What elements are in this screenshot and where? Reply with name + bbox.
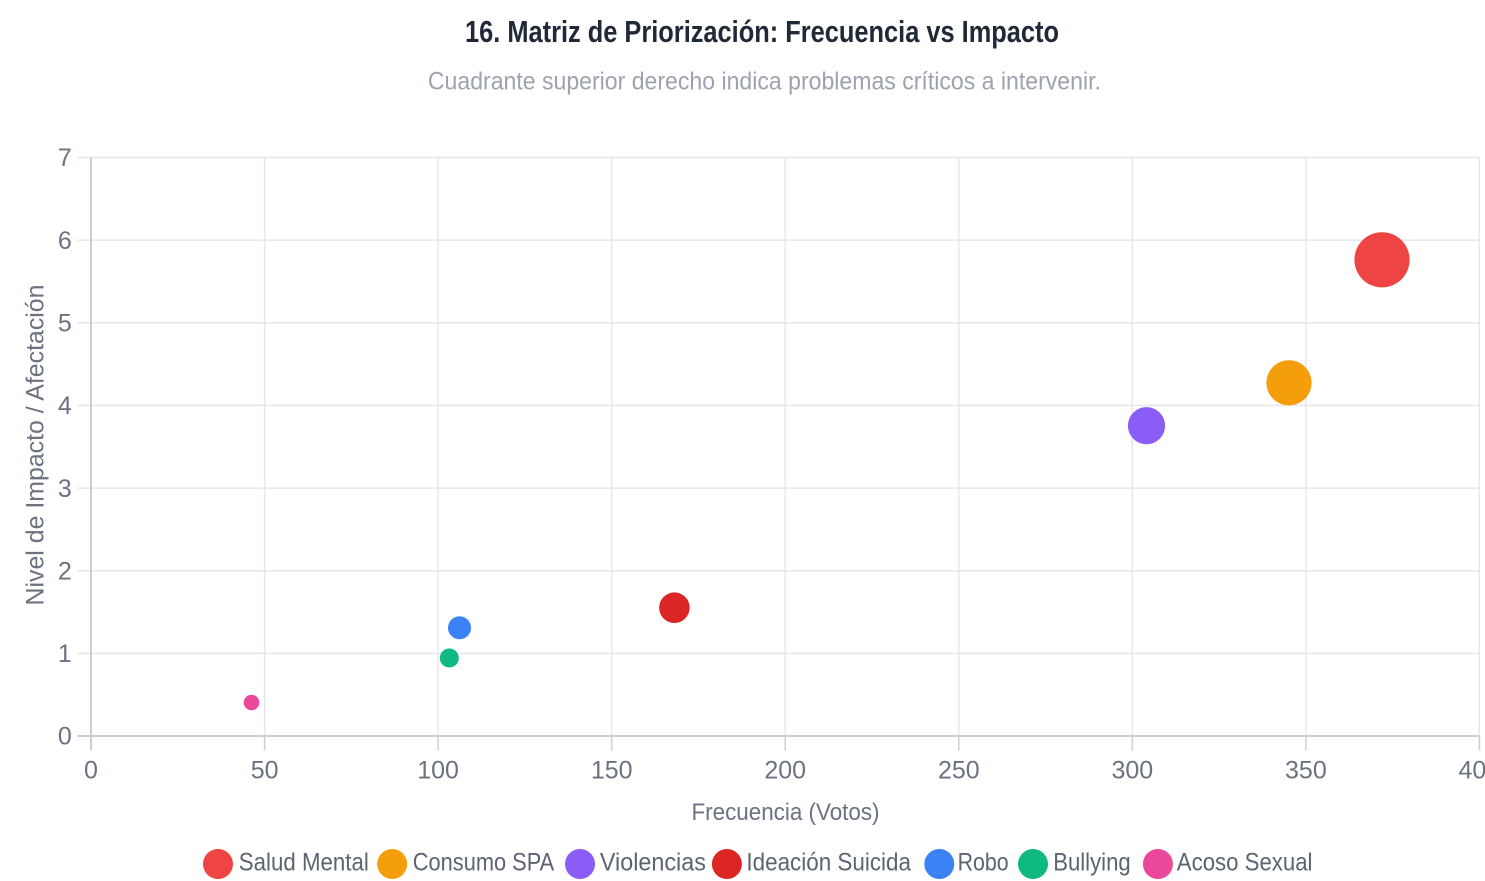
svg-text:Frecuencia (Votos): Frecuencia (Votos) <box>692 799 880 826</box>
svg-text:200: 200 <box>764 756 806 784</box>
svg-text:7: 7 <box>58 144 72 172</box>
svg-text:0: 0 <box>58 723 72 751</box>
svg-text:Nivel de Impacto / Afectación: Nivel de Impacto / Afectación <box>22 285 50 606</box>
svg-text:350: 350 <box>1285 756 1327 784</box>
svg-text:150: 150 <box>591 756 633 784</box>
svg-text:Ideación Suicida: Ideación Suicida <box>746 849 911 877</box>
svg-text:Bullying: Bullying <box>1053 849 1131 877</box>
svg-text:5: 5 <box>58 310 72 338</box>
svg-text:50: 50 <box>251 756 279 784</box>
svg-text:2: 2 <box>58 557 72 585</box>
svg-text:250: 250 <box>938 756 980 784</box>
svg-text:4: 4 <box>58 392 72 420</box>
svg-text:0: 0 <box>84 756 98 784</box>
svg-text:300: 300 <box>1111 756 1153 784</box>
svg-text:3: 3 <box>58 475 72 503</box>
svg-text:400: 400 <box>1459 756 1485 784</box>
svg-text:Violencias: Violencias <box>600 849 706 877</box>
svg-text:1: 1 <box>58 640 72 668</box>
svg-text:Consumo SPA: Consumo SPA <box>413 849 555 877</box>
svg-text:Robo: Robo <box>958 849 1009 877</box>
svg-text:100: 100 <box>417 756 459 784</box>
svg-text:Cuadrante superior derecho ind: Cuadrante superior derecho indica proble… <box>428 67 1101 95</box>
svg-text:6: 6 <box>58 227 72 255</box>
svg-text:Salud Mental: Salud Mental <box>239 849 369 877</box>
svg-text:16. Matriz de Priorización: Fr: 16. Matriz de Priorización: Frecuencia v… <box>465 14 1059 49</box>
svg-text:Acoso Sexual: Acoso Sexual <box>1177 849 1313 877</box>
